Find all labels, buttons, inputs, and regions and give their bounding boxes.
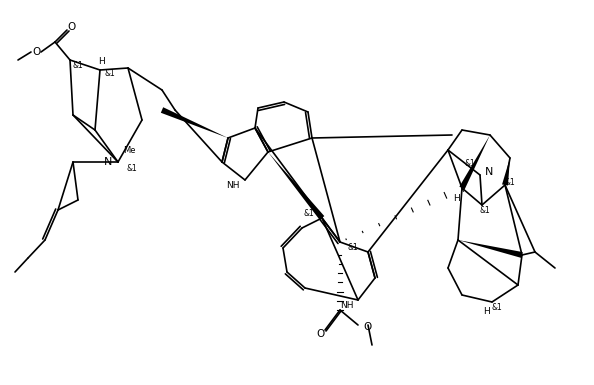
Text: &1: &1 xyxy=(348,243,359,251)
Text: N: N xyxy=(103,157,112,167)
Text: &1: &1 xyxy=(479,206,491,214)
Polygon shape xyxy=(161,107,228,138)
Text: O: O xyxy=(67,22,75,32)
Text: O: O xyxy=(32,47,40,57)
Text: &1: &1 xyxy=(304,209,314,218)
Polygon shape xyxy=(458,240,523,258)
Text: NH: NH xyxy=(226,181,240,189)
Polygon shape xyxy=(502,158,510,186)
Text: &1: &1 xyxy=(72,60,83,70)
Text: H: H xyxy=(484,308,491,316)
Text: O: O xyxy=(317,329,325,339)
Text: &1: &1 xyxy=(505,177,516,186)
Text: H: H xyxy=(454,194,460,203)
Text: N: N xyxy=(485,167,494,177)
Text: &1: &1 xyxy=(105,69,115,77)
Text: &1: &1 xyxy=(465,159,475,167)
Text: &1: &1 xyxy=(126,164,137,172)
Text: O: O xyxy=(363,322,371,332)
Text: NH: NH xyxy=(340,301,354,310)
Polygon shape xyxy=(459,135,490,189)
Text: &1: &1 xyxy=(492,303,503,311)
Polygon shape xyxy=(268,152,324,220)
Text: Me: Me xyxy=(123,146,135,154)
Text: H: H xyxy=(97,57,105,65)
